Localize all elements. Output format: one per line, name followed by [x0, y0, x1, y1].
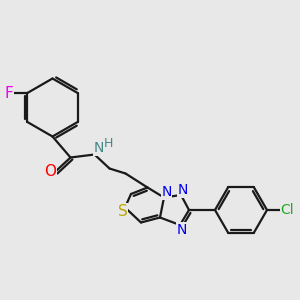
Text: S: S — [118, 204, 128, 219]
Text: F: F — [4, 85, 13, 100]
Text: N: N — [161, 185, 172, 200]
Text: N: N — [93, 142, 104, 155]
Text: O: O — [44, 164, 56, 179]
Text: N: N — [178, 183, 188, 197]
Text: Cl: Cl — [281, 203, 294, 217]
Text: N: N — [177, 223, 187, 237]
Text: H: H — [104, 137, 113, 150]
